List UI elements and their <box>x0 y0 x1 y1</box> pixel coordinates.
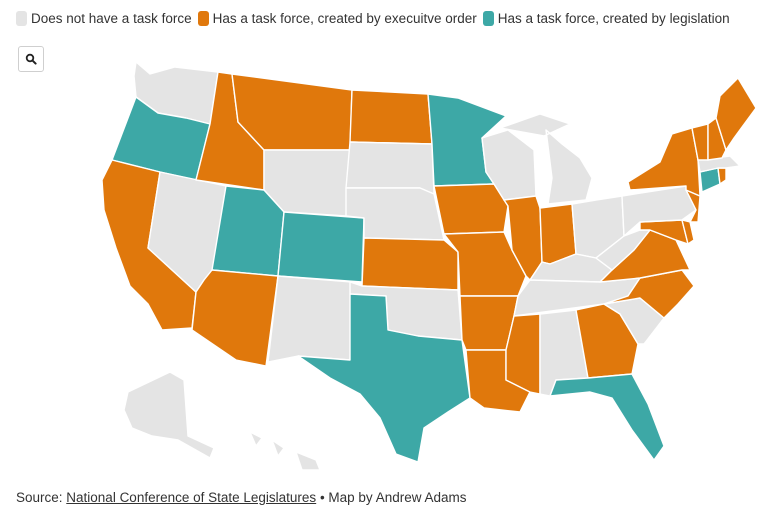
legend: Does not have a task force Has a task fo… <box>16 8 736 28</box>
zoom-button[interactable] <box>18 46 44 72</box>
source-prefix: Source: <box>16 490 67 505</box>
search-icon <box>25 53 37 65</box>
state-NM[interactable] <box>267 275 353 363</box>
legend-item-executive[interactable]: Has a task force, created by execuitve o… <box>197 10 477 26</box>
state-KS[interactable] <box>361 237 459 291</box>
state-NC[interactable] <box>603 269 695 319</box>
state-FL[interactable] <box>549 373 665 461</box>
state-ND[interactable] <box>349 89 433 145</box>
legend-swatch-none <box>16 10 27 26</box>
state-SD[interactable] <box>345 141 435 195</box>
state-MS[interactable] <box>505 313 541 395</box>
state-AK[interactable] <box>123 371 215 459</box>
legend-item-none[interactable]: Does not have a task force <box>16 10 192 26</box>
legend-label-legislation: Has a task force, created by legislation <box>497 10 730 26</box>
state-CO[interactable] <box>277 211 365 283</box>
legend-swatch-legislation <box>482 10 494 26</box>
source-suffix: • Map by Andrew Adams <box>316 490 467 505</box>
state-MI[interactable] <box>499 113 593 205</box>
state-HI[interactable] <box>249 431 321 471</box>
state-NH[interactable] <box>707 117 727 161</box>
state-MO[interactable] <box>443 231 527 297</box>
legend-swatch-executive <box>197 10 209 26</box>
state-IA[interactable] <box>433 183 509 235</box>
state-IN[interactable] <box>539 203 577 265</box>
legend-item-legislation[interactable]: Has a task force, created by legislation <box>482 10 730 26</box>
legend-label-executive: Has a task force, created by execuitve o… <box>212 10 477 26</box>
source-note: Source: National Conference of State Leg… <box>16 490 467 505</box>
state-ME[interactable] <box>715 77 757 151</box>
source-link[interactable]: National Conference of State Legislature… <box>66 490 317 505</box>
state-RI[interactable] <box>717 167 727 185</box>
legend-label-none: Does not have a task force <box>31 10 192 26</box>
state-AZ[interactable] <box>191 269 279 367</box>
state-DE[interactable] <box>681 219 695 245</box>
state-NY[interactable] <box>627 127 701 197</box>
state-TX[interactable] <box>297 293 471 463</box>
